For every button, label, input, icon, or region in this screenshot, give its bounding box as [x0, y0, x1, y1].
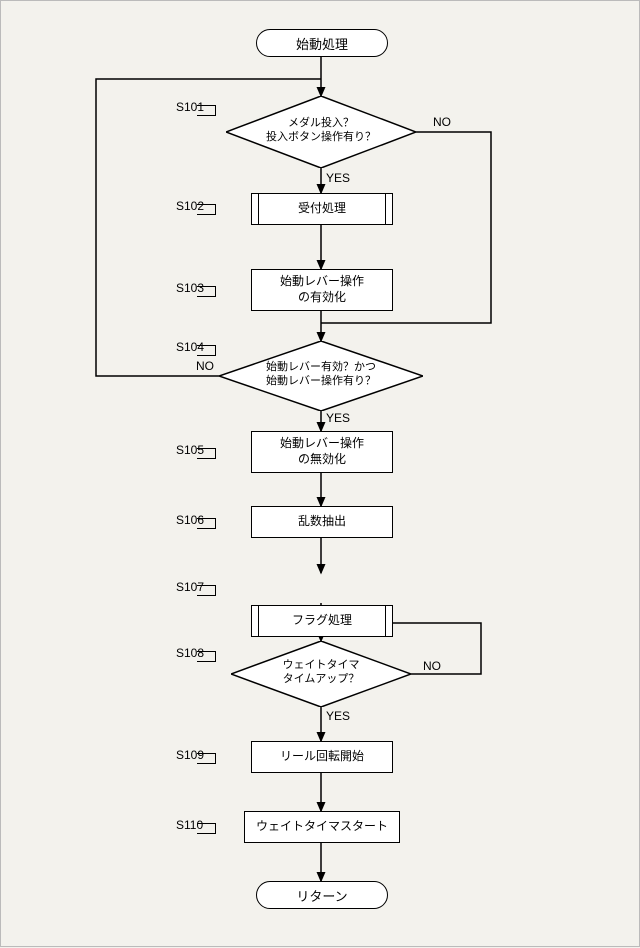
- process-s110: ウェイトタイマスタート: [244, 811, 400, 843]
- yes-s104: YES: [326, 411, 350, 425]
- squiggle-s106: [197, 518, 216, 529]
- flowchart-canvas: 始動処理 メダル投入？ 投入ボタン操作有り？ S101 YES NO 受付処理 …: [0, 0, 640, 947]
- no-s104: NO: [196, 359, 214, 373]
- squiggle-s101: [197, 105, 216, 116]
- process-s105: 始動レバー操作 の無効化: [251, 431, 393, 473]
- s108-line2: タイムアップ？: [283, 673, 360, 685]
- s105-line2: の無効化: [298, 452, 346, 466]
- process-s109: リール回転開始: [251, 741, 393, 773]
- squiggle-s108: [197, 651, 216, 662]
- yes-s101: YES: [326, 171, 350, 185]
- s104-line2: 始動レバー操作有り？: [266, 375, 376, 387]
- no-s108: NO: [423, 659, 441, 673]
- squiggle-s105: [197, 448, 216, 459]
- squiggle-s107: [197, 585, 216, 596]
- terminator-end: リターン: [256, 881, 388, 909]
- subprocess-s107: フラグ処理: [251, 605, 393, 637]
- decision-s108: ウェイトタイマ タイムアップ？: [231, 641, 411, 707]
- squiggle-s103: [197, 286, 216, 297]
- terminator-start: 始動処理: [256, 29, 388, 57]
- s104-line1: 始動レバー有効？かつ: [266, 361, 376, 373]
- s105-line1: 始動レバー操作: [280, 436, 364, 450]
- subprocess-s102: 受付処理: [251, 193, 393, 225]
- squiggle-s110: [197, 823, 216, 834]
- process-s106: 乱数抽出: [251, 506, 393, 538]
- s103-line2: の有効化: [298, 290, 346, 304]
- decision-s101: メダル投入？ 投入ボタン操作有り？: [226, 96, 416, 168]
- s101-line2: 投入ボタン操作有り？: [266, 131, 376, 143]
- squiggle-s104: [197, 345, 216, 356]
- s101-line1: メダル投入？: [288, 117, 354, 129]
- squiggle-s102: [197, 204, 216, 215]
- process-s103: 始動レバー操作 の有効化: [251, 269, 393, 311]
- s103-line1: 始動レバー操作: [280, 274, 364, 288]
- s108-line1: ウェイトタイマ: [283, 659, 360, 671]
- squiggle-s109: [197, 753, 216, 764]
- decision-s104: 始動レバー有効？かつ 始動レバー操作有り？: [219, 341, 423, 411]
- no-s101: NO: [433, 115, 451, 129]
- yes-s108: YES: [326, 709, 350, 723]
